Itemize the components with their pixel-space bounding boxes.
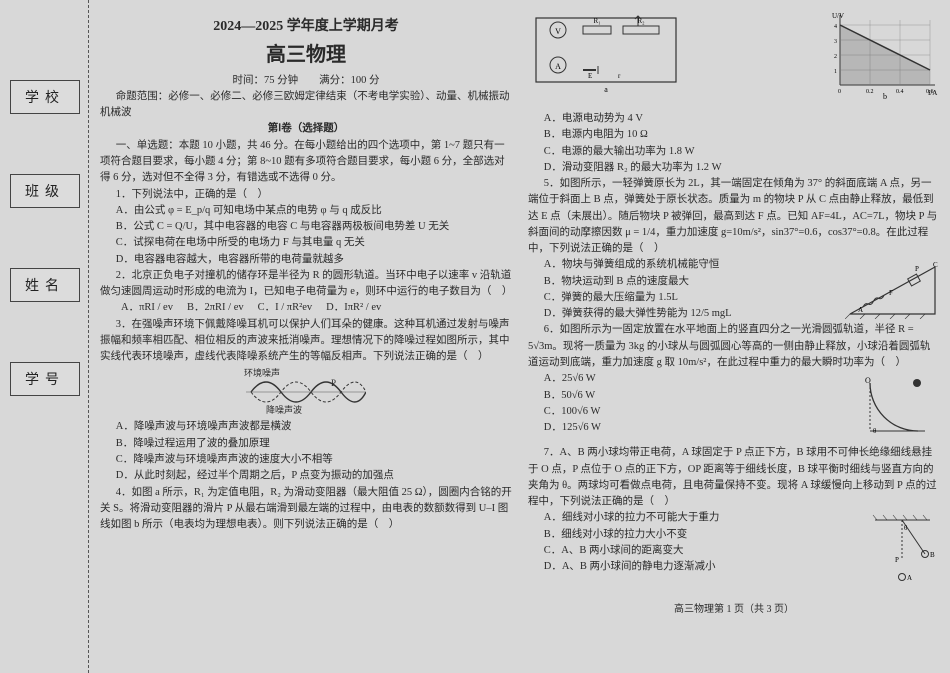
q4-d: D．滑动变阻器 R₂ 的最大功率为 1.2 W <box>528 160 940 176</box>
section-label: 第Ⅰ卷（选择题） <box>100 121 512 137</box>
svg-text:A: A <box>858 306 863 314</box>
school-box: 学校 <box>10 80 80 114</box>
left-column: 2024—2025 学年度上学期月考 高三物理 时间：75 分钟 满分：100 … <box>100 10 512 660</box>
q2-options: A．πRI / ev B．2πRI / ev C．I / πR²ev D．IπR… <box>121 300 512 316</box>
q2-c: C．I / πR²ev <box>258 300 313 316</box>
svg-text:0.4: 0.4 <box>896 89 904 95</box>
graph-ylabel: U/V <box>832 12 844 20</box>
svg-text:2: 2 <box>834 54 837 60</box>
page-footer: 高三物理第 1 页（共 3 页） <box>528 602 940 618</box>
q1-d: D．电容器电容越大，电容器所带的电荷量就越多 <box>100 252 512 268</box>
wave-diagram: 环境噪声 降噪声波 P <box>246 369 366 415</box>
q7-stem: 7．A、B 两小球均带正电荷，A 球固定于 P 点正下方，B 球用不可伸长绝缘细… <box>528 445 940 510</box>
q5-stem: 5．如图所示，一轻弹簧原长为 2L，其一端固定在倾角为 37° 的斜面底端 A … <box>528 176 940 257</box>
q4-figures: V A R₁ R₂ Er a U/V I/A <box>528 10 940 105</box>
svg-text:3: 3 <box>834 39 837 45</box>
q4-b: B．电源内电阻为 10 Ω <box>528 127 940 143</box>
time-score: 时间：75 分钟 满分：100 分 <box>100 73 512 89</box>
svg-text:B: B <box>930 551 935 559</box>
name-box: 姓名 <box>10 268 80 302</box>
q2-a: A．πRI / ev <box>121 300 173 316</box>
id-box: 学号 <box>10 362 80 396</box>
arc-diagram: Oθ <box>855 373 940 443</box>
q3-a: A．降噪声波与环境噪声声波都是横波 <box>100 419 512 435</box>
svg-text:V: V <box>555 27 561 36</box>
svg-text:b: b <box>883 92 887 100</box>
incline-diagram: A F P C <box>845 259 940 319</box>
wave-env-label: 环境噪声 <box>244 367 280 381</box>
right-column: V A R₁ R₂ Er a U/V I/A <box>528 10 940 660</box>
circuit-diagram: V A R₁ R₂ Er a <box>528 10 688 95</box>
ui-graph: U/V I/A 43 21 00.2 0.40.6 b <box>820 10 940 100</box>
q4-stem: 4．如图 a 所示，R₁ 为定值电阻，R₂ 为滑动变阻器（最大阻值 25 Ω），… <box>100 485 512 534</box>
svg-text:O: O <box>865 376 871 385</box>
q2-stem: 2．北京正负电子对撞机的储存环是半径为 R 的圆形轨道。当环中电子以速率 v 沿… <box>100 268 512 301</box>
q1-c: C．试探电荷在电场中所受的电场力 F 与其电量 q 无关 <box>100 235 512 251</box>
wave-p-label: P <box>331 377 336 391</box>
svg-text:A: A <box>907 574 912 582</box>
q4-c: C．电源的最大输出功率为 1.8 W <box>528 144 940 160</box>
svg-text:4: 4 <box>834 24 837 30</box>
q6-stem: 6．如图所示为一固定放置在水平地面上的竖直四分之一光滑圆弧轨道，半径 R = 5… <box>528 322 940 371</box>
class-box: 班级 <box>10 174 80 208</box>
instruction: 一、单选题：本题 10 小题，共 46 分。在每小题给出的四个选项中，第 1~7… <box>100 138 512 187</box>
svg-text:r: r <box>618 72 621 80</box>
binding-sidebar: 学校 班级 姓名 学号 <box>0 60 90 610</box>
q3-d: D．从此时刻起，经过半个周期之后，P 点变为振动的加强点 <box>100 468 512 484</box>
q1-b: B．公式 C = Q/U，其中电容器的电容 C 与电容器两极板间电势差 U 无关 <box>100 219 512 235</box>
svg-text:A: A <box>555 62 561 71</box>
svg-text:C: C <box>933 261 938 269</box>
svg-text:E: E <box>588 72 592 80</box>
svg-text:0.6: 0.6 <box>926 89 934 95</box>
svg-text:a: a <box>604 85 608 94</box>
svg-text:0.2: 0.2 <box>866 89 874 95</box>
svg-text:F: F <box>889 289 893 297</box>
exam-year: 2024—2025 学年度上学期月考 <box>100 16 512 38</box>
q1-a: A．由公式 φ = E_p/q 可知电场中某点的电势 φ 与 q 成反比 <box>100 203 512 219</box>
q1-stem: 1．下列说法中，正确的是（ ） <box>100 187 512 203</box>
svg-text:P: P <box>915 265 919 273</box>
q3-stem: 3．在强噪声环境下佩戴降噪耳机可以保护人们耳朵的健康。这种耳机通过发射与噪声振幅… <box>100 317 512 366</box>
svg-text:R₁: R₁ <box>593 17 600 25</box>
q2-b: B．2πRI / ev <box>187 300 244 316</box>
fold-line <box>88 0 89 673</box>
q3-c: C．降噪声波与环境噪声声波的速度大小不相等 <box>100 452 512 468</box>
q2-d: D．IπR² / ev <box>326 300 381 316</box>
svg-text:R₂: R₂ <box>637 17 645 25</box>
q3-b: B．降噪过程运用了波的叠加原理 <box>100 436 512 452</box>
q4-a: A．电源电动势为 4 V <box>528 111 940 127</box>
exam-subject: 高三物理 <box>100 40 512 71</box>
svg-text:0: 0 <box>838 89 841 95</box>
page-content: 2024—2025 学年度上学期月考 高三物理 时间：75 分钟 满分：100 … <box>100 10 940 660</box>
pendulum-diagram: B A θP <box>865 512 940 592</box>
wave-anti-label: 降噪声波 <box>266 404 302 418</box>
scope: 命题范围：必修一、必修二、必修三欧姆定律结束（不考电学实验）、动量、机械振动机械… <box>100 89 512 122</box>
svg-text:P: P <box>895 556 899 564</box>
svg-text:1: 1 <box>834 69 837 75</box>
